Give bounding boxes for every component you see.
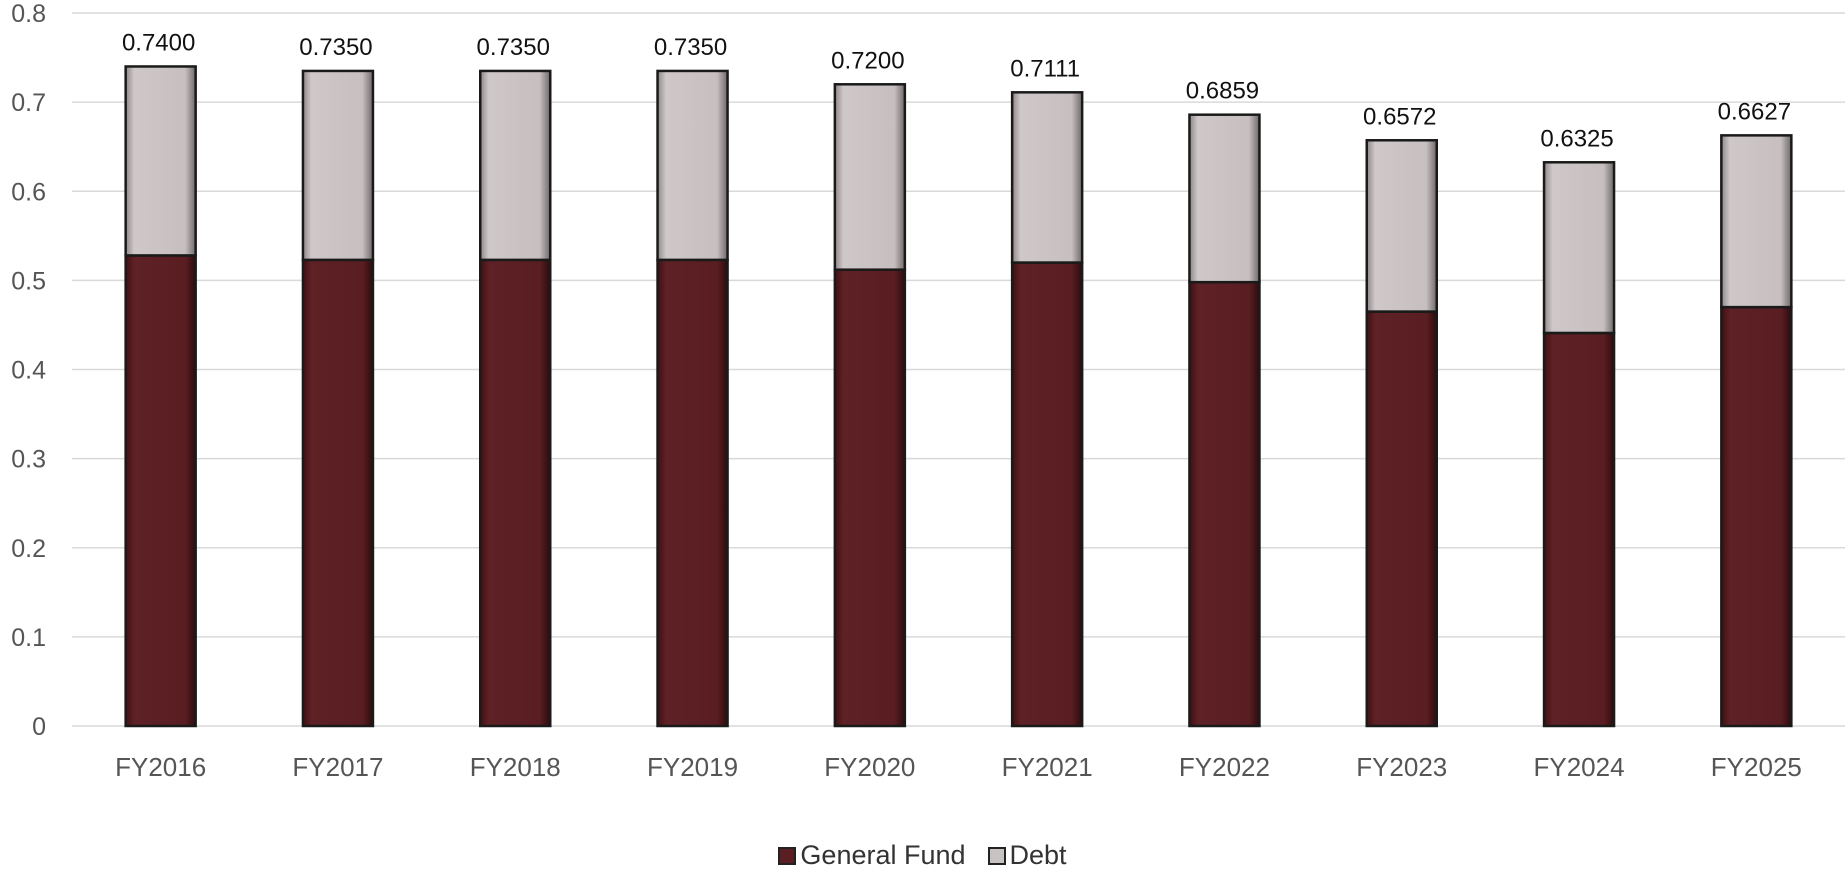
bar-debt (1010, 91, 1084, 264)
data-label-total: 0.7350 (299, 34, 372, 61)
bar-general-fund (1365, 310, 1438, 728)
bar-debt (1542, 161, 1616, 335)
bar-general-fund (301, 258, 375, 728)
legend-item-debt: Debt (987, 840, 1067, 871)
y-tick-label: 0.6 (11, 178, 46, 206)
bar-debt (479, 69, 552, 262)
x-tick-label: FY2016 (115, 752, 206, 782)
x-tick-label: FY2024 (1534, 752, 1625, 782)
y-tick-label: 0.2 (11, 535, 46, 563)
x-tick-label: FY2019 (647, 752, 738, 782)
legend-item-general-fund: General Fund (778, 840, 966, 871)
bar-debt (1188, 113, 1261, 284)
bar-general-fund (1188, 280, 1261, 728)
x-tick-label: FY2018 (470, 752, 561, 782)
legend-label-general-fund: General Fund (800, 840, 966, 870)
bar-general-fund (833, 268, 907, 728)
bar-debt (124, 65, 197, 257)
legend-swatch-general-fund (778, 846, 797, 865)
data-label-total: 0.6572 (1363, 103, 1436, 130)
y-tick-label: 0.4 (11, 357, 46, 385)
bar-debt (1365, 139, 1438, 313)
y-tick-label: 0.3 (11, 446, 46, 474)
legend-swatch-debt (987, 846, 1006, 865)
bar-general-fund (1720, 305, 1793, 728)
x-tick-label: FY2021 (1002, 752, 1093, 782)
data-label-total: 0.7350 (654, 34, 727, 61)
data-label-total: 0.6627 (1718, 98, 1791, 125)
x-tick-label: FY2025 (1711, 752, 1802, 782)
y-tick-label: 0.8 (11, 0, 46, 28)
bar-general-fund (124, 254, 197, 728)
data-label-total: 0.7350 (477, 34, 550, 61)
x-tick-label: FY2017 (292, 752, 383, 782)
bar-debt (1720, 134, 1793, 309)
bar-general-fund (656, 258, 729, 728)
y-tick-label: 0.1 (11, 624, 46, 652)
y-tick-label: 0 (32, 713, 46, 741)
chart-svg: 0 0.1 0.2 0.3 0.4 0.5 0.6 0.7 0.8 0.7400 FY2016 0.7… (11, 0, 1845, 782)
y-tick-label: 0.7 (11, 89, 46, 117)
y-tick-label: 0.5 (11, 267, 46, 295)
bar-general-fund (1542, 331, 1616, 728)
legend: General Fund Debt (0, 840, 1845, 871)
data-label-total: 0.6325 (1540, 125, 1613, 152)
bar-general-fund (1010, 261, 1084, 728)
data-label-total: 0.7111 (1010, 55, 1080, 82)
legend-label-debt: Debt (1009, 840, 1067, 870)
x-tick-label: FY2023 (1356, 752, 1447, 782)
bar-debt (833, 83, 907, 271)
bar-general-fund (479, 258, 552, 728)
data-label-total: 0.6859 (1186, 78, 1259, 105)
x-tick-label: FY2020 (824, 752, 915, 782)
bar-debt (301, 69, 375, 262)
data-label-total: 0.7200 (831, 47, 904, 74)
x-tick-label: FY2022 (1179, 752, 1270, 782)
data-label-total: 0.7400 (122, 29, 195, 56)
bar-debt (656, 69, 729, 262)
